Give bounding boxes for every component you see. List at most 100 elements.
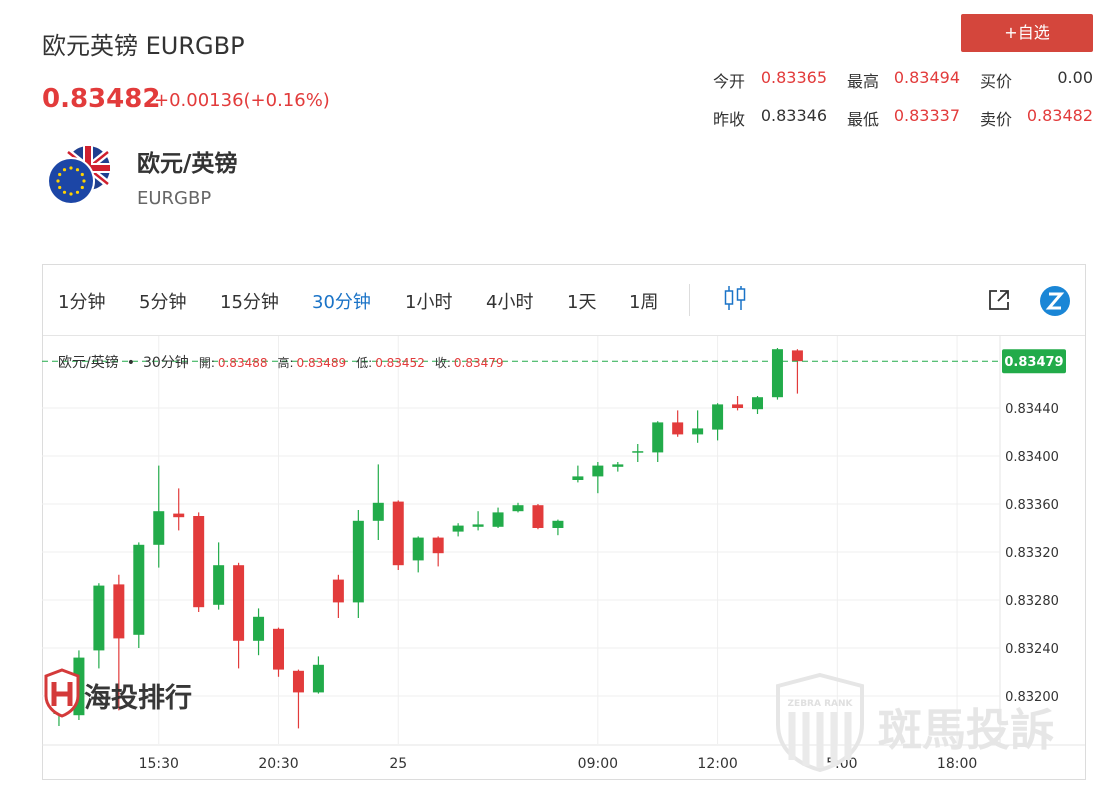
stat-label: 买价	[980, 72, 1013, 91]
legend-field-label: 高:	[277, 355, 293, 370]
y-tick-label: 0.83360	[1005, 498, 1059, 513]
legend-field-value: 0.83479	[454, 356, 504, 370]
candle-body	[312, 664, 324, 693]
stat-value: 0.83337	[893, 106, 960, 125]
y-tick-label: 0.83240	[1005, 642, 1059, 657]
interval-tab[interactable]: 1分钟	[58, 292, 106, 313]
price-tag	[1002, 349, 1066, 374]
price-tag-label: 0.83479	[1004, 355, 1063, 370]
x-tick-label: 09:00	[578, 756, 618, 772]
legend-field-value: 0.83452	[375, 356, 425, 370]
currency-flag-icon	[47, 146, 111, 205]
legend-separator: •	[127, 355, 135, 371]
legend-field-value: 0.83489	[297, 356, 347, 370]
candle-body	[173, 513, 185, 518]
candle-body	[712, 404, 724, 430]
interval-tab[interactable]: 30分钟	[312, 292, 371, 313]
chart-toolbar	[43, 265, 1085, 336]
candle-body	[732, 404, 744, 408]
stat-label: 今开	[713, 72, 746, 91]
candle-body	[791, 350, 803, 362]
popout-button[interactable]	[987, 288, 1011, 312]
candle-body	[253, 616, 265, 641]
x-tick-label: 18:00	[937, 756, 977, 772]
candle-body	[771, 349, 783, 398]
legend-field-label: 開:	[199, 356, 215, 370]
watermark-badge: ZEBRA RANK	[776, 672, 864, 772]
candle-body	[752, 397, 764, 410]
current-price: 0.83482	[42, 84, 161, 114]
stat-value: 0.00	[1057, 68, 1093, 87]
watermark-shield	[44, 668, 80, 718]
stat-label: 最低	[847, 110, 880, 129]
candle-body	[652, 422, 664, 453]
watermark-text: 斑馬投訴	[878, 705, 1054, 756]
ohlc-legend: 欧元/英镑 • 30分钟 開: 0.83488 高: 0.83489 低: 0.83452 收: 0…	[58, 354, 504, 371]
x-tick-label: 12:00	[697, 756, 737, 772]
legend-field-label: 收:	[435, 356, 451, 370]
add-watchlist-button[interactable]: +自选	[961, 14, 1093, 52]
interval-tab[interactable]: 1天	[567, 292, 597, 313]
candle-body	[452, 525, 464, 532]
y-tick-label: 0.83200	[1005, 690, 1059, 705]
interval-tab[interactable]: 1小时	[405, 292, 453, 313]
interval-tab[interactable]: 5分钟	[139, 292, 187, 313]
y-tick-label: 0.83400	[1005, 450, 1059, 465]
candle-body	[672, 422, 684, 435]
x-tick-label: 15:30	[139, 756, 179, 772]
candlestick-chart: 0.83200 0.83240 0.83280 0.83320 0.83360 0.834…	[42, 336, 1085, 772]
interval-tab[interactable]: 15分钟	[220, 292, 279, 313]
y-tick-label: 0.83320	[1005, 546, 1059, 561]
legend-symbol: 欧元/英镑	[58, 354, 119, 371]
candle-body	[213, 565, 225, 605]
chart-panel	[42, 264, 1086, 780]
chart-style-button[interactable]	[722, 284, 748, 312]
candle-body	[512, 505, 524, 512]
stat-value: 0.83346	[760, 106, 827, 125]
candle-body	[572, 476, 584, 480]
y-tick-label: 0.83440	[1005, 402, 1059, 417]
candle-body	[632, 451, 644, 453]
stat-label: 最高	[847, 72, 880, 91]
candle-body	[233, 565, 245, 641]
watermark-text: 海投排行	[84, 683, 192, 714]
candle-body	[93, 585, 105, 651]
candle-body	[332, 579, 344, 603]
candle-body	[133, 544, 145, 635]
legend-field-value: 0.83488	[218, 356, 268, 370]
candle-body	[552, 520, 564, 528]
stat-label: 昨收	[713, 110, 746, 129]
candle-body	[372, 502, 384, 521]
legend-field-label: 低:	[356, 356, 372, 370]
legend-interval: 30分钟	[143, 354, 189, 371]
stat-value: 0.83365	[760, 68, 827, 87]
candle-body	[692, 428, 704, 435]
candle-body	[292, 670, 304, 693]
candle-body	[492, 512, 504, 527]
y-tick-label: 0.83280	[1005, 594, 1059, 609]
candle-body	[153, 511, 165, 545]
stat-value: 0.83482	[1026, 106, 1093, 125]
candle-body	[392, 501, 404, 566]
zebra-logo-button[interactable]	[1039, 285, 1071, 317]
interval-tab[interactable]: 1周	[629, 292, 659, 313]
candle-body	[273, 628, 285, 670]
x-tick-label: 25	[389, 756, 407, 772]
x-tick-label: 20:30	[258, 756, 298, 772]
price-change: +0.00136(+0.16%)	[154, 90, 330, 111]
candle-body	[612, 464, 624, 467]
candle-body	[193, 516, 205, 608]
stat-value: 0.83494	[893, 68, 960, 87]
candle-body	[592, 465, 604, 477]
candle-body	[532, 505, 544, 528]
candle-body	[352, 520, 364, 603]
interval-tab[interactable]: 4小时	[486, 292, 534, 313]
candle-body	[472, 524, 484, 527]
toolbar-divider	[689, 284, 690, 316]
candle-body	[432, 537, 444, 554]
page-title: 欧元英镑 EURGBP	[42, 32, 245, 60]
candle-body	[412, 537, 424, 561]
watermark-badge-text: ZEBRA RANK	[788, 699, 854, 709]
instrument-name: 欧元/英镑	[137, 151, 238, 177]
